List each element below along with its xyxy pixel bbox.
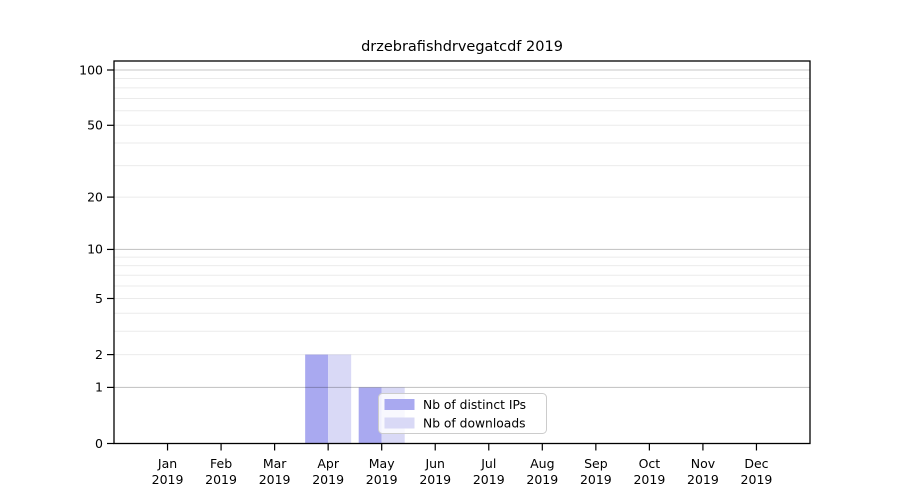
gridlines-layer (114, 69, 810, 388)
x-tick-label-year: 2019 (419, 472, 451, 487)
x-tick-label-month: Jul (480, 456, 496, 471)
x-tick-label-year: 2019 (312, 472, 344, 487)
bar-downloads-apr (328, 354, 352, 444)
y-tick-label: 50 (87, 118, 103, 133)
x-tick-label-month: Dec (744, 456, 768, 471)
x-tick-label-month: Oct (639, 456, 661, 471)
y-tick-label: 0 (95, 436, 103, 451)
x-tick-label-year: 2019 (473, 472, 505, 487)
legend: Nb of distinct IPs Nb of downloads (378, 393, 547, 434)
x-tick-label-year: 2019 (259, 472, 291, 487)
axes-layer: 0125102050100Jan2019Feb2019Mar2019Apr201… (79, 60, 811, 487)
plot-border (113, 60, 811, 445)
bar-distinct-ips-may (358, 387, 382, 444)
x-tick-label-month: May (369, 456, 395, 471)
x-tick-label-year: 2019 (526, 472, 558, 487)
y-tick-label: 10 (87, 242, 103, 257)
x-tick-label-year: 2019 (205, 472, 237, 487)
x-tick-label-month: Apr (317, 456, 339, 471)
legend-swatch-distinct-ips-icon (384, 399, 415, 410)
y-tick-label: 100 (79, 62, 103, 77)
x-tick-label-year: 2019 (741, 472, 773, 487)
x-tick-label-month: Aug (530, 456, 554, 471)
bar-distinct-ips-apr (305, 354, 329, 444)
x-tick-label-month: Sep (584, 456, 608, 471)
x-tick-label-year: 2019 (152, 472, 184, 487)
chart-title: drzebrafishdrvegatcdf 2019 (361, 39, 563, 55)
y-tick-label: 20 (87, 189, 103, 204)
x-tick-label-month: Mar (263, 456, 287, 471)
legend-label-downloads: Nb of downloads (423, 416, 526, 430)
legend-box (378, 393, 547, 434)
x-tick-label-year: 2019 (580, 472, 612, 487)
x-tick-label-month: Jan (157, 456, 177, 471)
legend-label-distinct-ips: Nb of distinct IPs (423, 398, 526, 412)
x-tick-label-month: Jun (424, 456, 445, 471)
x-tick-label-month: Feb (210, 456, 232, 471)
x-tick-label-year: 2019 (687, 472, 719, 487)
legend-swatch-downloads-icon (384, 417, 415, 429)
y-tick-label: 5 (95, 291, 103, 306)
y-tick-label: 2 (95, 347, 103, 362)
x-tick-label-year: 2019 (366, 472, 398, 487)
x-tick-label-month: Nov (691, 456, 716, 471)
x-tick-label-year: 2019 (633, 472, 665, 487)
y-tick-label: 1 (95, 380, 103, 395)
